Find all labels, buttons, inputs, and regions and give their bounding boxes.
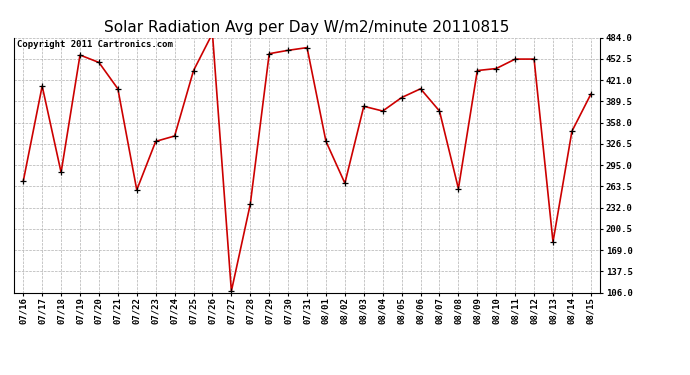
- Title: Solar Radiation Avg per Day W/m2/minute 20110815: Solar Radiation Avg per Day W/m2/minute …: [104, 20, 510, 35]
- Text: Copyright 2011 Cartronics.com: Copyright 2011 Cartronics.com: [17, 40, 172, 49]
